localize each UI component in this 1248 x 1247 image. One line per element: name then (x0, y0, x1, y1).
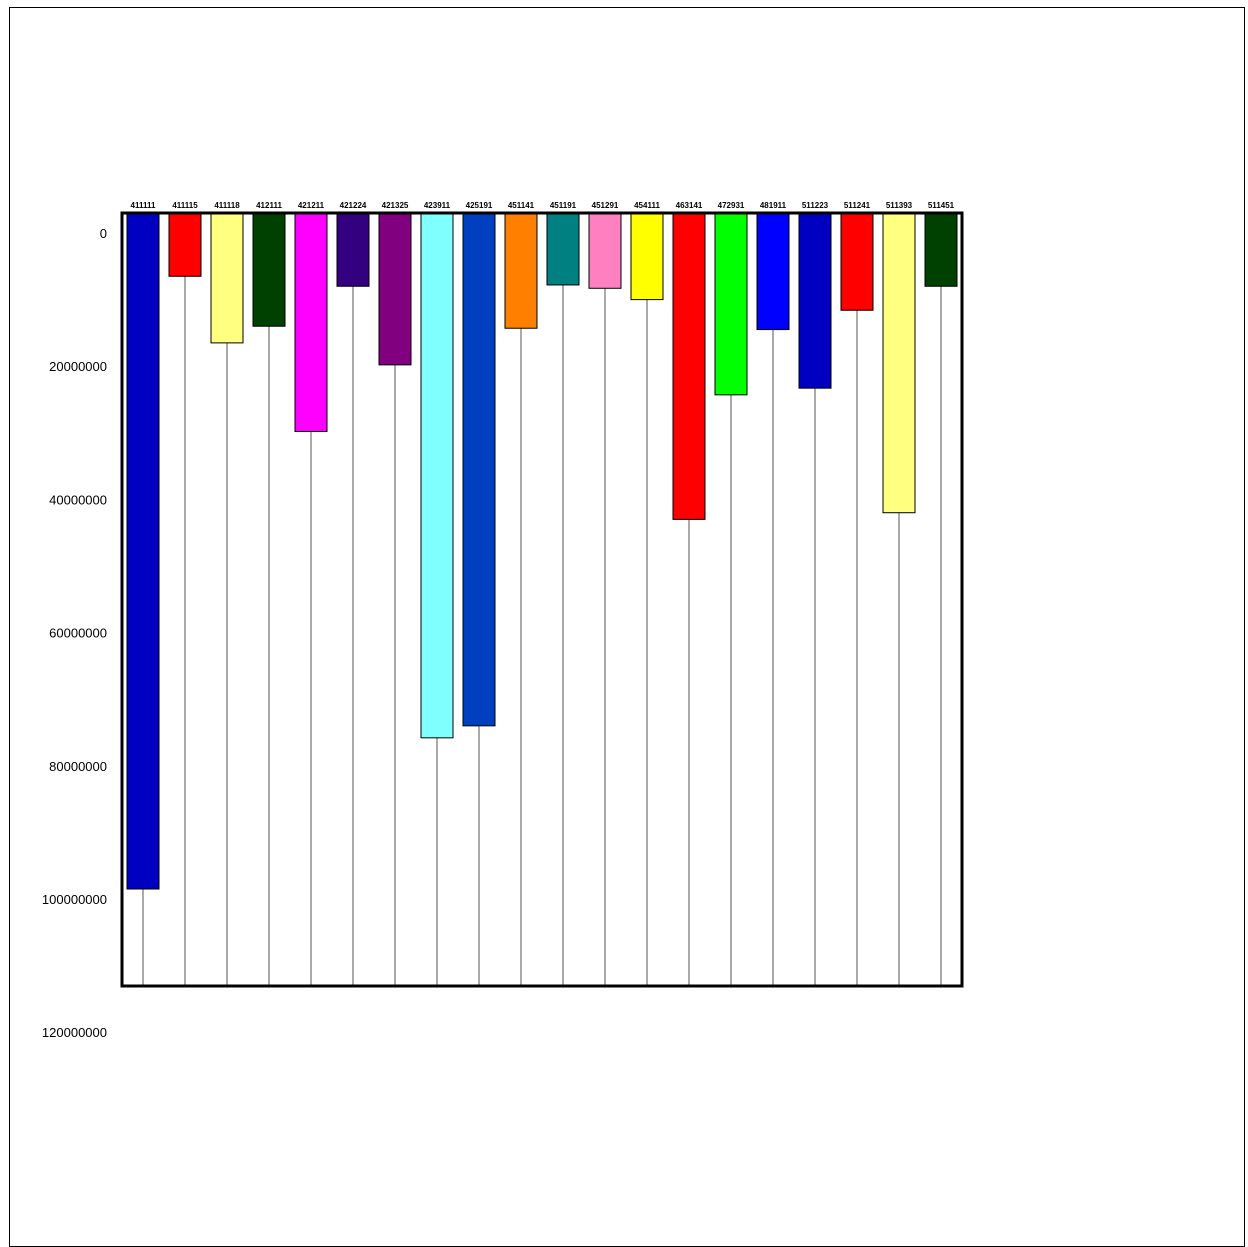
bar-423911 (420, 212, 454, 739)
category-label: 421325 (382, 201, 409, 210)
bar-481911 (756, 212, 790, 331)
category-label: 451291 (592, 201, 619, 210)
y-tick-label: 20000000 (49, 359, 107, 374)
bar-451291 (588, 212, 622, 289)
category-label: 423911 (424, 201, 451, 210)
bar-411115 (168, 212, 202, 277)
category-label: 421211 (298, 201, 325, 210)
category-label: 463141 (676, 201, 703, 210)
category-label: 481911 (760, 201, 787, 210)
bar-511223 (798, 212, 832, 389)
bar-425191 (462, 212, 496, 727)
category-label: 511241 (844, 201, 871, 210)
bar-511451 (924, 212, 958, 287)
bar-411111 (126, 212, 160, 890)
y-tick-label: 120000000 (42, 1025, 107, 1040)
category-label: 511223 (802, 201, 829, 210)
y-tick-label: 80000000 (49, 759, 107, 774)
bar-421224 (336, 212, 370, 287)
bar-412111 (252, 212, 286, 327)
bar-463141 (672, 212, 706, 520)
bar-411118 (210, 212, 244, 344)
category-label: 411118 (214, 201, 240, 210)
bar-454111 (630, 212, 664, 301)
bar-421325 (378, 212, 412, 366)
category-label: 511393 (886, 201, 913, 210)
bar-421211 (294, 212, 328, 432)
bar-451141 (504, 212, 538, 329)
category-label: 451191 (550, 201, 577, 210)
bars (126, 212, 958, 890)
y-tick-label: 0 (100, 226, 107, 241)
y-tick-label: 40000000 (49, 492, 107, 507)
category-label: 411115 (172, 201, 198, 210)
bar-511241 (840, 212, 874, 311)
category-labels: 411111 411115 411118 412111 421211 421224 4213… (131, 201, 955, 210)
plot-area-border (120, 211, 964, 988)
bar-451191 (546, 212, 580, 286)
y-axis-ticks: 0 20000000 40000000 60000000 80000000 1000000… (42, 226, 107, 1040)
bar-472931 (714, 212, 748, 396)
category-label: 425191 (466, 201, 493, 210)
category-label: 472931 (718, 201, 745, 210)
category-label: 451141 (508, 201, 535, 210)
bar-stems (142, 276, 942, 986)
category-label: 421224 (340, 201, 367, 210)
category-label: 411111 (131, 201, 156, 210)
category-label: 412111 (256, 201, 282, 210)
y-tick-label: 100000000 (42, 892, 107, 907)
y-tick-label: 60000000 (49, 626, 107, 641)
bar-511393 (882, 212, 916, 514)
category-label: 511451 (928, 201, 955, 210)
category-label: 454111 (634, 201, 660, 210)
